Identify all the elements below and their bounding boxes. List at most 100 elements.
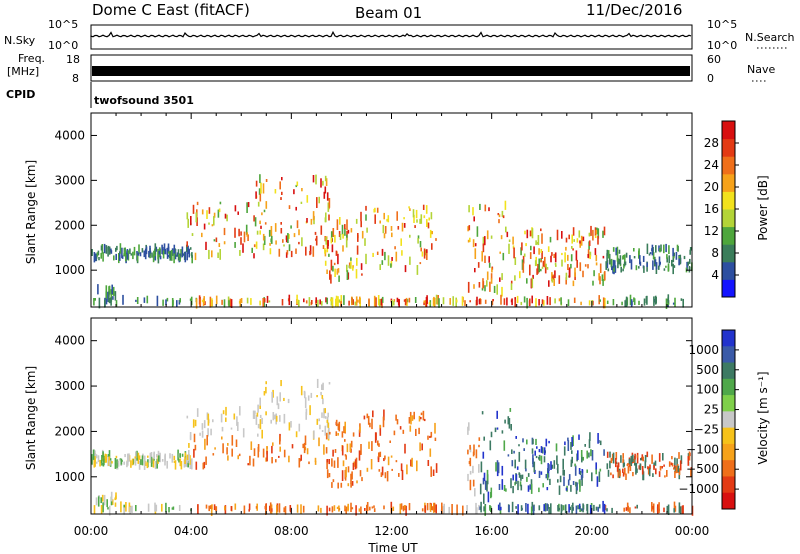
power-echo-cell xyxy=(469,300,471,303)
velocity-echo-cell xyxy=(199,432,201,436)
velocity-echo-cell xyxy=(434,437,437,441)
velocity-echo-cell xyxy=(478,444,480,448)
power-echo-cell xyxy=(315,174,317,185)
power-echo-cell xyxy=(654,259,657,265)
velocity-echo-cell xyxy=(359,470,362,477)
velocity-echo-cell xyxy=(100,497,102,504)
power-echo-cell xyxy=(667,297,669,303)
power-echo-cell xyxy=(251,247,253,253)
power-echo-cell xyxy=(604,271,606,281)
velocity-echo-cell xyxy=(222,410,225,415)
power-echo-cell xyxy=(122,294,124,305)
velocity-echo-cell xyxy=(421,443,423,451)
power-echo-cell xyxy=(403,217,405,220)
velocity-echo-cell xyxy=(336,506,339,509)
velocity-echo-cell xyxy=(366,413,369,419)
power-echo-cell xyxy=(108,246,111,255)
velocity-echo-cell xyxy=(418,415,421,422)
velocity-echo-cell xyxy=(598,440,600,443)
power-echo-cell xyxy=(599,276,601,285)
power-echo-cell xyxy=(352,299,354,305)
power-echo-cell xyxy=(258,188,261,195)
power-echo-cell xyxy=(598,273,600,281)
power-echo-cell xyxy=(295,184,298,188)
velocity-echo-cell xyxy=(623,507,625,512)
velocity-echo-cell xyxy=(433,502,436,513)
power-echo-cell xyxy=(203,296,205,304)
power-echo-cell xyxy=(652,260,654,270)
power-echo-cell xyxy=(491,267,493,273)
velocity-echo-cell xyxy=(472,465,474,474)
velocity-echo-cell xyxy=(603,503,606,515)
velocity-echo-cell xyxy=(586,450,588,459)
velocity-echo-cell xyxy=(596,476,599,487)
velocity-echo-cell xyxy=(345,506,348,511)
velocity-echo-cell xyxy=(682,505,684,514)
velocity-echo-cell xyxy=(271,391,273,403)
velocity-echo-cell xyxy=(483,493,485,504)
power-echo-cell xyxy=(327,202,330,212)
velocity-echo-cell xyxy=(558,507,560,511)
power-echo-cell xyxy=(426,295,428,304)
velocity-echo-cell xyxy=(257,423,260,429)
power-echo-cell xyxy=(689,247,692,251)
power-echo-cell xyxy=(512,245,515,249)
power-echo-cell xyxy=(502,252,505,261)
velocity-echo-cell xyxy=(341,470,344,481)
power-echo-cell xyxy=(504,200,507,210)
power-echo-cell xyxy=(336,268,339,275)
velocity-echo-cell xyxy=(379,425,382,436)
power-echo-cell xyxy=(373,208,375,213)
power-echo-cell xyxy=(157,248,159,260)
velocity-echo-cell xyxy=(298,423,301,432)
power-echo-cell xyxy=(505,226,507,233)
power-echo-cell xyxy=(387,255,390,266)
power-echo-cell xyxy=(259,193,262,202)
power-echo-cell xyxy=(570,263,572,269)
power-echo-cell xyxy=(383,212,385,220)
power-echo-cell xyxy=(124,247,126,257)
velocity-echo-cell xyxy=(674,457,676,467)
power-echo-cell xyxy=(254,217,257,227)
power-echo-cell xyxy=(115,253,117,260)
power-echo-cell xyxy=(535,240,537,245)
velocity-echo-cell xyxy=(657,504,659,515)
power-echo-cell xyxy=(522,255,525,264)
velocity-echo-cell xyxy=(326,505,328,516)
power-echo-cell xyxy=(104,299,106,308)
velocity-echo-cell xyxy=(679,460,682,471)
power-echo-cell xyxy=(264,222,267,225)
power-echo-cell xyxy=(561,231,563,239)
power-echo-cell xyxy=(309,251,311,256)
power-echo-cell xyxy=(594,235,597,238)
velocity-echo-cell xyxy=(495,462,497,472)
velocity-echo-cell xyxy=(401,469,404,480)
power-echo-cell xyxy=(234,205,237,212)
power-echo-cell xyxy=(545,263,547,268)
velocity-echo-cell xyxy=(164,455,166,466)
colorbar-swatch xyxy=(722,411,735,429)
velocity-echo-cell xyxy=(622,468,624,473)
velocity-echo-cell xyxy=(252,410,255,419)
velocity-echo-cell xyxy=(135,451,137,459)
power-echo-cell xyxy=(467,281,470,293)
velocity-echo-cell xyxy=(93,505,96,514)
velocity-echo-cell xyxy=(305,408,308,415)
velocity-echo-cell xyxy=(347,483,350,487)
velocity-echo-cell xyxy=(636,468,638,473)
power-echo-cell xyxy=(280,228,283,234)
velocity-echo-cell xyxy=(325,432,328,440)
power-echo-cell xyxy=(259,230,261,235)
velocity-echo-cell xyxy=(636,452,639,464)
velocity-echo-cell xyxy=(468,422,470,431)
power-echo-cell xyxy=(665,243,667,253)
power-echo-cell xyxy=(622,268,624,272)
power-echo-cell xyxy=(468,225,471,231)
power-echo-cell xyxy=(578,230,581,238)
velocity-echo-cell xyxy=(655,468,657,475)
velocity-echo-cell xyxy=(644,460,647,469)
power-echo-cell xyxy=(352,266,354,271)
power-echo-cell xyxy=(568,268,571,278)
power-echo-cell xyxy=(541,251,543,259)
